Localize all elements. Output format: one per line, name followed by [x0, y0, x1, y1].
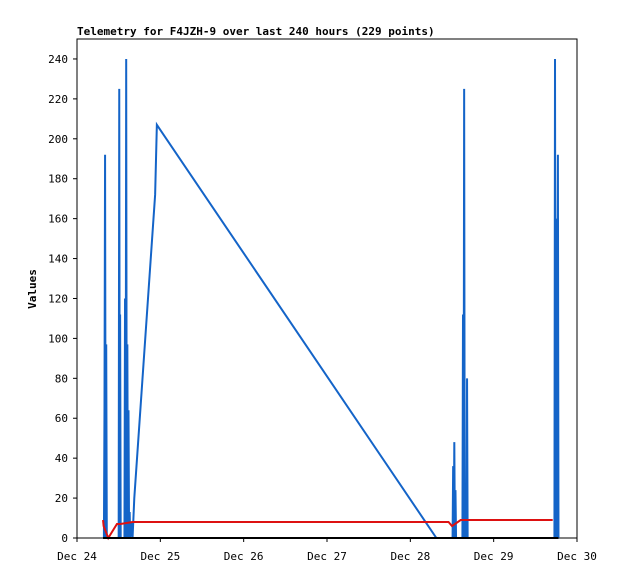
- y-tick-label: 200: [48, 133, 68, 146]
- series-line-1: [102, 58, 560, 539]
- series-layer: [102, 58, 560, 541]
- y-tick-label: 80: [55, 372, 68, 385]
- x-tick-label: Dec 28: [390, 550, 430, 563]
- y-tick-label: 0: [61, 532, 68, 545]
- x-tick-label: Dec 27: [307, 550, 347, 563]
- y-axis: 0 20 40 60 80 100 120 140 160 180 200 220 240: [48, 53, 77, 545]
- plot-area: [76, 38, 578, 539]
- y-tick-label: 120: [48, 292, 68, 305]
- y-axis-label: Values: [26, 269, 39, 309]
- x-tick-label: Dec 29: [474, 550, 514, 563]
- y-tick-label: 140: [48, 253, 68, 266]
- y-tick-label: 160: [48, 213, 68, 226]
- x-tick-label: Dec 25: [140, 550, 180, 563]
- x-tick-label: Dec 26: [224, 550, 264, 563]
- x-axis: Dec 24 Dec 25 Dec 26 Dec 27 Dec 28 Dec 29 Dec …: [57, 538, 597, 563]
- y-tick-label: 40: [55, 452, 68, 465]
- chart-title: Telemetry for F4JZH-9 over last 240 hour…: [77, 25, 435, 38]
- x-tick-label: Dec 24: [57, 550, 97, 563]
- y-tick-label: 180: [48, 173, 68, 186]
- y-tick-label: 60: [55, 412, 68, 425]
- y-tick-label: 20: [55, 492, 68, 505]
- series-line-2: [102, 519, 553, 541]
- y-tick-label: 220: [48, 93, 68, 106]
- y-tick-label: 100: [48, 332, 68, 345]
- y-tick-label: 240: [48, 53, 68, 66]
- x-tick-label: Dec 30: [557, 550, 597, 563]
